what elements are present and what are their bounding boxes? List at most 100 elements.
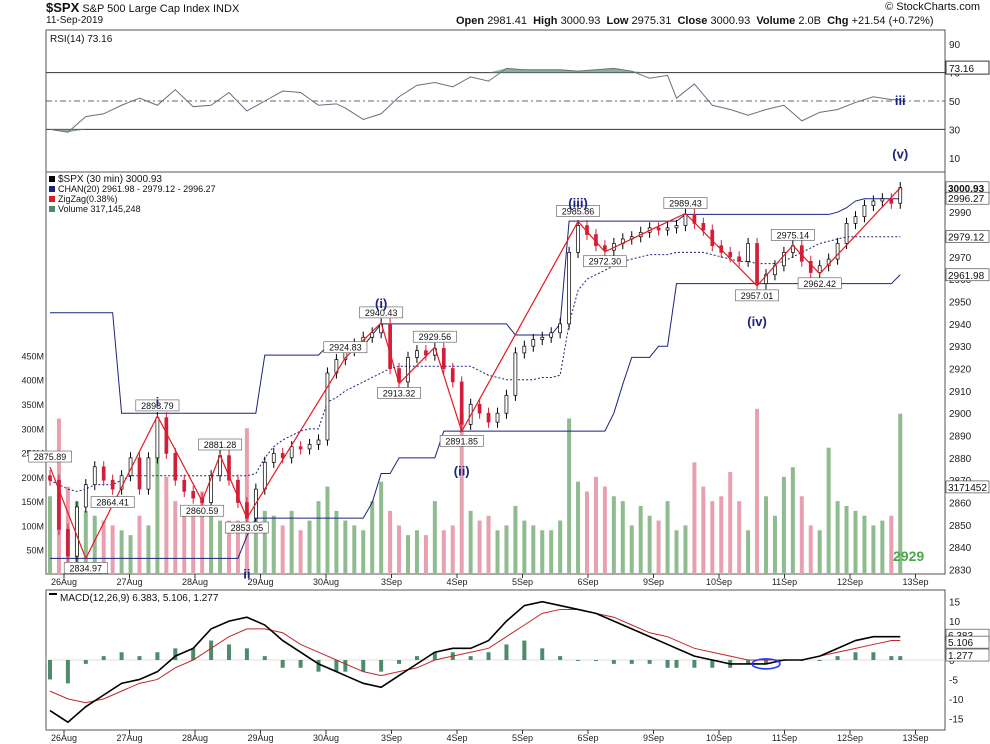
price-right-value-box — [945, 230, 990, 243]
macd-legend: MACD(12,26,9) 6.383, 5.106, 1.277 — [60, 593, 219, 604]
price-candle-body — [871, 200, 876, 206]
price-tick-label: 2970 — [949, 253, 972, 264]
volume-bar — [173, 501, 178, 574]
volume-bar — [119, 530, 124, 574]
price-candle-body — [764, 274, 768, 285]
zigzag-value-label: 2957.01 — [741, 291, 774, 301]
volume-bar — [844, 505, 849, 574]
macd-tick-label: -5 — [949, 675, 958, 686]
wave-label: iii — [895, 93, 906, 108]
price-candle-body — [110, 479, 115, 490]
macd-histogram-bar — [835, 656, 840, 660]
macd-tick-label: -15 — [949, 714, 964, 725]
macd-x-axis-label: 29Aug — [247, 733, 273, 743]
price-candle-body — [137, 457, 142, 490]
macd-histogram-bar — [898, 656, 903, 660]
volume-bar — [361, 530, 366, 574]
zigzag-value-box — [735, 289, 779, 302]
macd-line — [49, 600, 901, 724]
price-candle-body — [531, 339, 536, 347]
zigzag-value-box — [180, 504, 225, 517]
price-right-value-box — [945, 268, 990, 282]
volume-bar — [889, 515, 894, 574]
price-candle-body — [576, 225, 580, 253]
volume-bar — [128, 535, 133, 574]
price-candle-body — [513, 352, 518, 396]
price-candle-body — [289, 446, 294, 459]
macd-histogram-bar — [101, 656, 106, 660]
wave-label: (iv) — [747, 314, 767, 329]
macd-histogram-bar — [558, 656, 563, 660]
price-candle-body — [880, 198, 885, 202]
zigzag-value-label: 2975.14 — [777, 230, 810, 240]
ohlc-readout: Open 2981.41 High 3000.93 Low 2975.31 Cl… — [456, 15, 934, 27]
price-candle-body — [817, 265, 822, 273]
price-candle-body — [450, 368, 455, 383]
volume-bar — [674, 530, 679, 574]
zigzag-value-box — [377, 387, 421, 399]
volume-bar — [737, 501, 742, 574]
zigzag-value-label: 2913.32 — [383, 388, 416, 398]
zigzag-value-label: 2972.30 — [589, 257, 622, 267]
price-x-axis-label: 9Sep — [643, 577, 664, 587]
macd-tick-label: 10 — [949, 617, 961, 628]
volume-bar — [343, 520, 348, 574]
price-x-axis-label: 26Aug — [51, 577, 77, 587]
wave-label: ii — [243, 566, 250, 581]
price-x-axis-label: 27Aug — [116, 577, 142, 587]
price-candle-body — [406, 357, 410, 383]
price-x-axis-label: 11Sep — [772, 577, 797, 587]
price-tick-label: 2830 — [949, 566, 972, 577]
index-name: S&P 500 Large Cap Index — [82, 3, 210, 15]
macd-x-axis-label: 30Aug — [313, 733, 339, 743]
volume-bar — [101, 520, 106, 574]
macd-histogram-bar — [764, 660, 768, 664]
macd-histogram-bar — [65, 660, 70, 684]
price-right-value-label: 2961.98 — [948, 271, 985, 282]
rsi-tick-label: 50 — [949, 97, 961, 108]
price-tick-label: 2930 — [949, 342, 972, 353]
zigzag-value-label: 2929.56 — [419, 332, 452, 342]
price-right-value-label: 3171452 — [948, 483, 987, 494]
volume-tick-label: 450M — [21, 351, 44, 361]
volume-tick-label: 350M — [21, 400, 44, 410]
macd-histogram-bar — [504, 644, 509, 660]
zigzag-value-label: 2891.85 — [445, 436, 478, 446]
volume-bar — [719, 496, 724, 574]
wave-label: (iii) — [568, 196, 588, 211]
macd-right-value-box — [945, 635, 990, 649]
legend-swatch — [49, 206, 55, 212]
macd-histogram-bar — [674, 660, 679, 668]
volume-bar — [513, 505, 518, 574]
price-candle-body — [370, 332, 375, 338]
zigzag-value-box — [663, 197, 708, 209]
macd-x-axis-label: 12Sep — [837, 733, 863, 743]
volume-tick-label: 150M — [21, 497, 44, 507]
volume-bar — [182, 510, 187, 574]
volume-bar — [647, 515, 652, 574]
volume-bar — [200, 491, 205, 574]
volume-bar — [352, 525, 357, 574]
price-candle-body — [271, 453, 276, 463]
volume-bar — [334, 510, 339, 574]
volume-bar — [280, 525, 285, 574]
volume-bar — [137, 515, 142, 574]
price-candle-body — [683, 214, 688, 226]
macd-histogram-bar — [280, 660, 285, 668]
macd-histogram-bar — [692, 660, 697, 668]
volume-bar — [808, 525, 813, 574]
zigzag-value-box — [198, 438, 242, 451]
rsi-last-value-label: 73.16 — [949, 64, 974, 75]
volume-bar — [110, 525, 115, 574]
volume-bar — [218, 520, 223, 574]
price-x-axis-label: 30Aug — [313, 577, 339, 587]
volume-bar — [683, 525, 688, 574]
price-candle-body — [146, 457, 151, 490]
price-x-axis-label: 10Sep — [706, 577, 732, 587]
price-candle-body — [844, 223, 849, 244]
volume-bar — [486, 515, 491, 574]
zigzag-value-box — [63, 562, 108, 574]
price-candle-body — [280, 453, 285, 459]
zigzag-value-label: 2881.28 — [204, 440, 237, 450]
macd-x-axis-label: 4Sep — [446, 733, 467, 743]
